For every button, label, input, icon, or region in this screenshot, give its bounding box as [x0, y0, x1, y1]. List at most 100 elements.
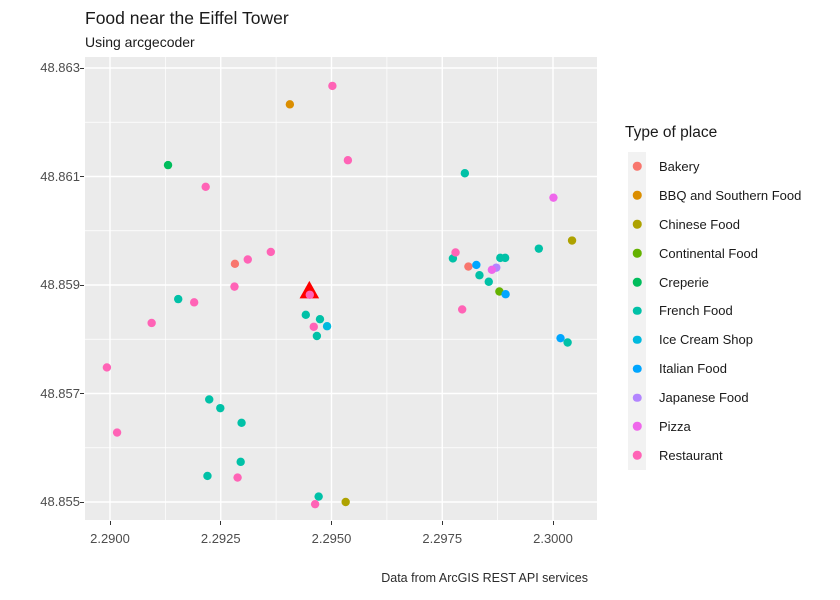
data-point-french-food: [236, 457, 245, 467]
x-tick-mark: [220, 521, 222, 525]
data-point-restaurant: [102, 363, 112, 372]
legend-key: [628, 354, 646, 384]
legend-key: [628, 440, 646, 470]
plot-panel: [85, 57, 597, 520]
legend-item-french-food: French Food: [628, 296, 801, 326]
x-tick-label: 2.2900: [90, 531, 130, 546]
y-tick-mark: [80, 67, 84, 69]
data-point-pizza: [549, 193, 558, 202]
legend-key: [628, 267, 646, 297]
data-point-ice-cream-shop: [322, 322, 332, 331]
legend-label: BBQ and Southern Food: [659, 187, 802, 203]
y-tick-mark: [80, 393, 84, 395]
legend-item-pizza: Pizza: [628, 412, 801, 441]
data-point-french-food: [500, 253, 510, 263]
data-point-french-food: [475, 271, 484, 280]
data-point-french-food: [301, 310, 311, 320]
chart-title: Food near the Eiffel Tower: [85, 8, 289, 28]
y-tick-label: 48.855: [40, 494, 80, 509]
legend-label: Chinese Food: [659, 216, 740, 232]
y-tick-label: 48.859: [40, 277, 80, 292]
legend-dot-icon: [632, 422, 642, 431]
chart-caption: Data from ArcGIS REST API services: [381, 571, 588, 585]
data-point-bbq-and-southern-food: [285, 100, 295, 109]
data-point-restaurant: [305, 290, 314, 299]
legend-items: Bakery BBQ and Southern Food Chinese Food C…: [628, 152, 801, 470]
legend-item-bbq-and-southern-food: BBQ and Southern Food: [628, 180, 802, 210]
y-tick-label: 48.857: [40, 385, 80, 401]
y-tick-mark: [80, 176, 84, 178]
legend-key: [628, 412, 646, 441]
data-point-bakery: [464, 262, 473, 271]
data-point-restaurant: [233, 473, 242, 482]
x-tick-label: 2.3000: [533, 531, 573, 546]
legend-item-continental-food: Continental Food: [628, 238, 801, 268]
x-tick-mark: [109, 521, 111, 525]
data-point-creperie: [163, 160, 173, 170]
x-tick-label: 2.2925: [200, 531, 241, 546]
data-point-chinese-food: [341, 497, 350, 507]
plot-area: [85, 57, 597, 520]
legend-key: [628, 152, 646, 181]
legend-key: [628, 325, 646, 355]
legend-label: Ice Cream Shop: [659, 332, 753, 348]
legend-label: Restaurant: [659, 447, 723, 463]
eiffel-tower-marker: [299, 280, 320, 299]
legend-dot-icon: [632, 393, 642, 402]
x-tick-mark: [552, 521, 554, 525]
legend-label: Italian Food: [659, 361, 727, 377]
legend-dot-icon: [632, 364, 642, 373]
data-point-restaurant: [112, 428, 122, 437]
data-point-bakery: [230, 259, 240, 269]
data-point-french-food: [534, 244, 544, 253]
legend-key: [628, 296, 646, 326]
x-tick-label: 2.2950: [311, 531, 352, 546]
legend-label: Creperie: [659, 274, 709, 290]
legend-label: French Food: [659, 303, 733, 319]
legend-item-restaurant: Restaurant: [628, 440, 801, 470]
legend-label: Japanese Food: [659, 390, 749, 406]
legend-item-bakery: Bakery: [628, 152, 801, 181]
chart-subtitle: Using arcgecoder: [85, 34, 195, 50]
legend-item-ice-cream-shop: Ice Cream Shop: [628, 325, 801, 355]
data-point-restaurant: [328, 81, 337, 91]
data-point-french-food: [460, 169, 470, 178]
y-tick-label: 48.863: [40, 60, 80, 75]
data-point-restaurant: [310, 499, 320, 509]
y-tick-mark: [80, 284, 84, 286]
legend-label: Bakery: [659, 158, 700, 174]
data-point-french-food: [174, 294, 183, 304]
data-point-restaurant: [457, 305, 467, 314]
data-point-french-food: [237, 418, 246, 427]
data-point-restaurant: [147, 318, 156, 328]
legend-item-creperie: Creperie: [628, 267, 801, 297]
data-point-restaurant: [309, 322, 318, 331]
data-point-restaurant: [343, 156, 353, 165]
legend-label: Pizza: [659, 418, 691, 434]
legend: Type of place Bakery BBQ and Southern Foo…: [625, 124, 801, 470]
data-point-french-food: [314, 492, 323, 501]
data-point-restaurant: [451, 248, 460, 257]
data-point-chinese-food: [567, 236, 577, 245]
data-point-restaurant: [243, 255, 252, 264]
y-tick-mark: [80, 501, 84, 503]
data-point-restaurant: [201, 182, 210, 192]
x-tick-mark: [331, 521, 333, 525]
legend-dot-icon: [632, 191, 642, 200]
legend-item-italian-food: Italian Food: [628, 354, 801, 384]
legend-dot-icon: [632, 277, 642, 287]
data-point-french-food: [216, 403, 225, 413]
legend-item-japanese-food: Japanese Food: [628, 383, 801, 413]
legend-label: Continental Food: [659, 245, 759, 261]
legend-dot-icon: [632, 451, 642, 460]
legend-key: [628, 383, 646, 413]
data-point-french-food: [312, 331, 322, 341]
data-point-french-food: [563, 338, 572, 347]
x-tick-mark: [441, 521, 443, 525]
data-point-pizza: [487, 265, 497, 275]
data-point-italian-food: [501, 290, 510, 299]
data-point-restaurant: [189, 298, 199, 307]
data-point-french-food: [205, 395, 214, 404]
legend-dot-icon: [632, 248, 642, 258]
legend-title: Type of place: [625, 124, 718, 141]
